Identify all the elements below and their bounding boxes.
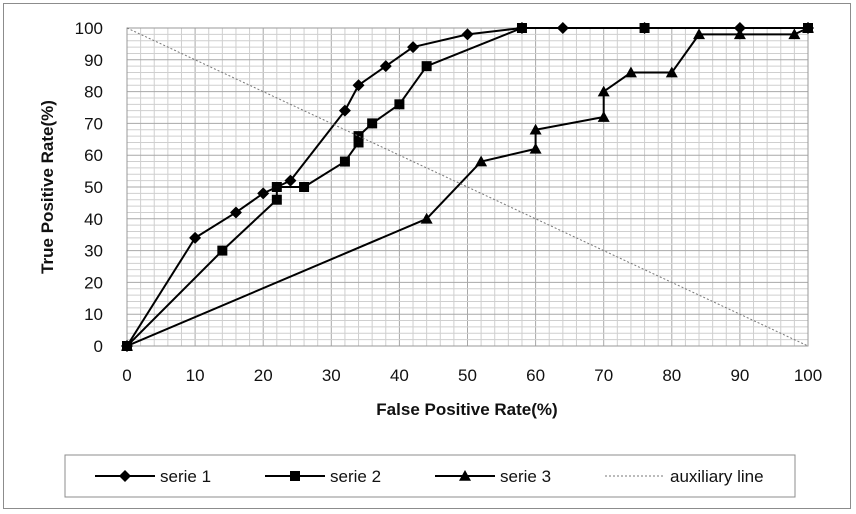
data-point [284, 174, 297, 187]
x-tick-label: 60 [526, 366, 545, 385]
data-point [394, 99, 405, 110]
legend-marker [119, 470, 131, 482]
data-point [461, 28, 474, 41]
data-point [229, 206, 242, 219]
x-tick-label: 50 [458, 366, 477, 385]
x-tick-label: 10 [186, 366, 205, 385]
data-point [339, 156, 350, 167]
data-point [639, 23, 650, 33]
data-point [529, 123, 542, 135]
y-tick-label: 70 [84, 114, 103, 133]
data-point [802, 22, 814, 33]
data-point [693, 28, 706, 40]
y-tick-label: 30 [84, 242, 103, 261]
data-point [121, 340, 133, 351]
legend-item-2: serie 2 [265, 467, 381, 486]
data-point [529, 142, 542, 154]
data-point [665, 66, 678, 78]
x-tick-label: 70 [594, 366, 613, 385]
data-point [597, 85, 610, 97]
legend: serie 1 serie 2 serie 3 auxiliary line [95, 467, 764, 486]
legend-box [64, 454, 796, 498]
data-point [367, 118, 378, 129]
legend-item-3: serie 3 [435, 467, 551, 486]
legend-label: auxiliary line [670, 467, 764, 486]
data-point [624, 66, 637, 78]
y-tick-label: 80 [84, 83, 103, 102]
data-point [353, 137, 364, 148]
x-tick-label: 100 [794, 366, 822, 385]
x-tick-label: 90 [730, 366, 749, 385]
y-tick-label: 50 [84, 178, 103, 197]
x-tick-label: 0 [122, 366, 131, 385]
y-tick-label: 10 [84, 305, 103, 324]
data-point [271, 194, 282, 205]
series-line [126, 27, 809, 347]
series-3 [121, 22, 814, 351]
data-point [407, 41, 420, 54]
series-layer [121, 22, 814, 352]
legend-item-1: serie 1 [95, 467, 211, 486]
grid [126, 27, 809, 347]
y-tick-label: 40 [84, 210, 103, 229]
data-point [299, 182, 310, 192]
data-point [338, 104, 351, 117]
legend-label: serie 3 [500, 467, 551, 486]
y-tick-label: 0 [94, 337, 103, 356]
data-point [352, 79, 365, 92]
x-axis-title: False Positive Rate(%) [376, 400, 557, 419]
legend-marker [459, 470, 471, 481]
x-tick-label: 80 [662, 366, 681, 385]
legend-marker [290, 471, 300, 481]
data-point [733, 28, 746, 40]
data-point [271, 182, 282, 192]
x-tick-label: 40 [390, 366, 409, 385]
data-point [379, 60, 392, 73]
data-point [788, 28, 801, 40]
data-point [420, 212, 433, 224]
y-axis-title: True Positive Rate(%) [38, 100, 57, 274]
x-tick-label: 30 [322, 366, 341, 385]
y-tick-label: 60 [84, 146, 103, 165]
plot-border [126, 27, 809, 347]
data-point [516, 23, 527, 33]
legend-label: serie 2 [330, 467, 381, 486]
legend-label: serie 1 [160, 467, 211, 486]
y-tick-label: 100 [75, 19, 103, 38]
data-point [217, 245, 228, 256]
series-4 [126, 27, 809, 347]
y-tick-label: 90 [84, 51, 103, 70]
data-point [189, 231, 202, 244]
x-tick-label: 20 [254, 366, 273, 385]
data-point [353, 131, 364, 142]
data-point [257, 187, 270, 200]
data-point [475, 155, 488, 167]
legend-item-4: auxiliary line [605, 467, 764, 486]
y-tick-label: 20 [84, 273, 103, 292]
tick-labels: 0 10 20 30 40 50 60 70 80 90 100 0 10 20 30 40 50 60 70 80 9… [75, 19, 823, 385]
data-point [421, 61, 432, 72]
series-2 [122, 23, 813, 351]
data-point [597, 111, 610, 122]
